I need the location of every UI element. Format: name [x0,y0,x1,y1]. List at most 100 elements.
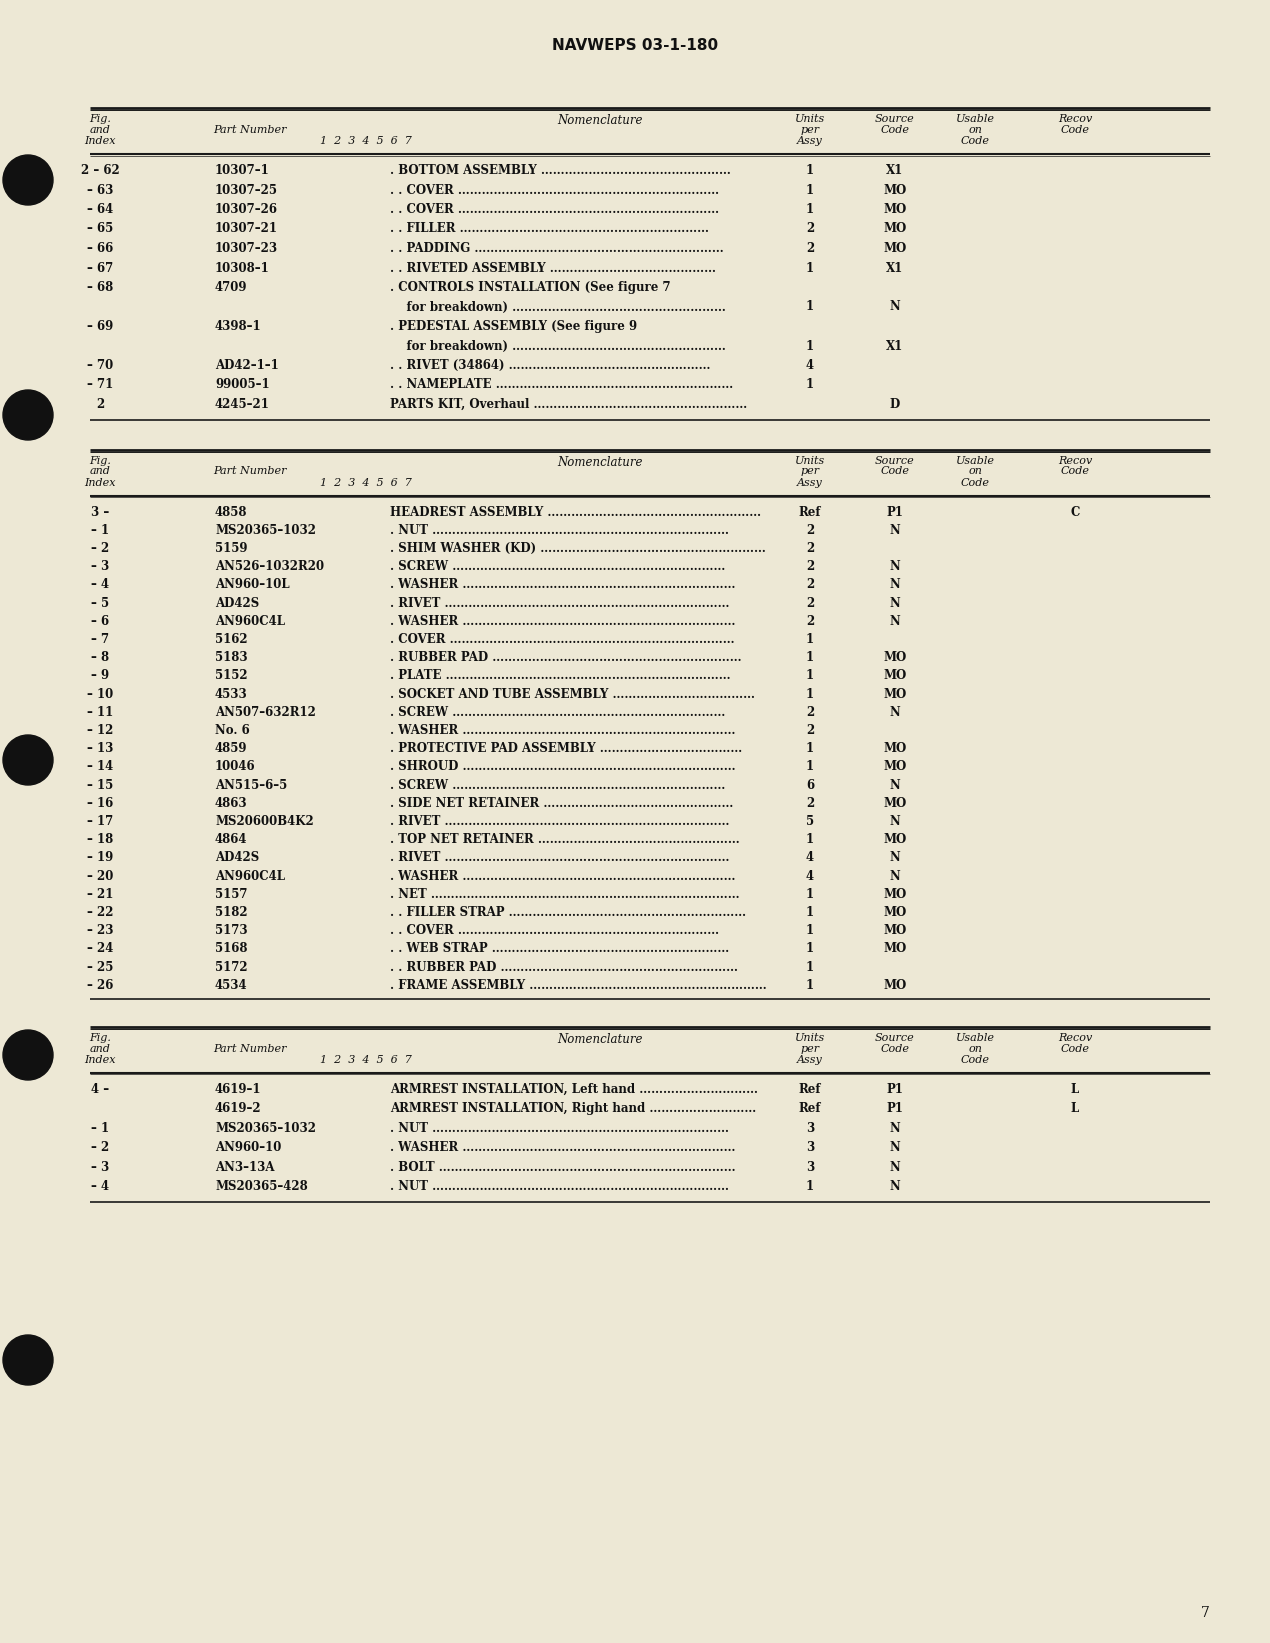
Text: N: N [889,301,900,314]
Text: 7: 7 [1201,1605,1210,1620]
Text: 4864: 4864 [215,833,248,846]
Text: 1: 1 [806,761,814,774]
Text: 5183: 5183 [215,651,248,664]
Text: 1: 1 [806,669,814,682]
Text: MO: MO [884,687,907,700]
Text: 4398–1: 4398–1 [215,320,262,334]
Text: 1: 1 [806,184,814,197]
Text: . NUT …………………………………………………………………: . NUT ………………………………………………………………… [390,1180,729,1193]
Text: N: N [889,1162,900,1173]
Text: . PLATE ………………………………………………………………: . PLATE ……………………………………………………………… [390,669,730,682]
Text: 5: 5 [806,815,814,828]
Text: 5168: 5168 [215,943,248,955]
Text: . BOTTOM ASSEMBLY …………………………………………: . BOTTOM ASSEMBLY ………………………………………… [390,164,730,177]
Text: . . WEB STRAP ……………………………………………………: . . WEB STRAP …………………………………………………… [390,943,729,955]
Text: – 10: – 10 [86,687,113,700]
Text: 1: 1 [806,261,814,274]
Text: 2: 2 [95,398,104,411]
Text: L: L [1071,1083,1080,1096]
Text: AD42S: AD42S [215,596,259,610]
Text: 1: 1 [806,301,814,314]
Text: 2: 2 [806,706,814,718]
Text: 5182: 5182 [215,905,248,918]
Text: 1: 1 [806,378,814,391]
Text: 10046: 10046 [215,761,255,774]
Text: . SCREW ……………………………………………………………: . SCREW …………………………………………………………… [390,560,725,573]
Text: Recov: Recov [1058,455,1092,465]
Text: – 66: – 66 [86,242,113,255]
Text: AN960C4L: AN960C4L [215,614,284,628]
Text: – 14: – 14 [86,761,113,774]
Text: – 12: – 12 [86,725,113,738]
Text: N: N [889,779,900,792]
Text: per: per [800,1043,819,1053]
Text: MS20365–428: MS20365–428 [215,1180,307,1193]
Text: 10307–25: 10307–25 [215,184,278,197]
Text: X1: X1 [886,261,904,274]
Text: . SCREW ……………………………………………………………: . SCREW …………………………………………………………… [390,779,725,792]
Text: – 4: – 4 [91,578,109,591]
Text: Fig.: Fig. [89,455,110,465]
Text: 1: 1 [806,887,814,900]
Text: Assy: Assy [798,478,823,488]
Text: 1: 1 [806,961,814,974]
Text: AN526–1032R20: AN526–1032R20 [215,560,324,573]
Text: 2: 2 [806,222,814,235]
Text: X1: X1 [886,340,904,353]
Text: Recov: Recov [1058,1033,1092,1043]
Text: D: D [890,398,900,411]
Text: – 67: – 67 [86,261,113,274]
Text: 1  2  3  4  5  6  7: 1 2 3 4 5 6 7 [320,136,411,146]
Text: . . FILLER ………………………………………………………: . . FILLER ……………………………………………………… [390,222,709,235]
Text: Units: Units [795,113,826,123]
Text: . WASHER ……………………………………………………………: . WASHER …………………………………………………………… [390,614,735,628]
Text: MS20365–1032: MS20365–1032 [215,1122,316,1135]
Text: – 71: – 71 [86,378,113,391]
Text: . RIVET ………………………………………………………………: . RIVET ……………………………………………………………… [390,815,729,828]
Text: . WASHER ……………………………………………………………: . WASHER …………………………………………………………… [390,725,735,738]
Text: – 24: – 24 [86,943,113,955]
Text: N: N [889,1122,900,1135]
Text: AD42–1–1: AD42–1–1 [215,360,278,371]
Text: Usable: Usable [955,455,994,465]
Text: – 68: – 68 [86,281,113,294]
Text: N: N [889,869,900,882]
Text: MS20365–1032: MS20365–1032 [215,524,316,537]
Text: 2: 2 [806,578,814,591]
Text: AD42S: AD42S [215,851,259,864]
Text: PARTS KIT, Overhaul ………………………………………………: PARTS KIT, Overhaul ……………………………………………… [390,398,747,411]
Text: N: N [889,815,900,828]
Text: Code: Code [1060,1043,1090,1053]
Text: Index: Index [84,478,116,488]
Text: – 21: – 21 [86,887,113,900]
Text: Fig.: Fig. [89,113,110,123]
Text: for breakdown) ………………………………………………: for breakdown) ……………………………………………… [390,340,726,353]
Text: Source: Source [875,113,914,123]
Text: on: on [968,125,982,135]
Text: Fig.: Fig. [89,1033,110,1043]
Text: 5172: 5172 [215,961,248,974]
Text: . . COVER …………………………………………………………: . . COVER ………………………………………………………… [390,204,719,215]
Text: for breakdown) ………………………………………………: for breakdown) ……………………………………………… [390,301,726,314]
Text: MO: MO [884,184,907,197]
Text: 2: 2 [806,542,814,555]
Text: 10307–1: 10307–1 [215,164,269,177]
Text: MO: MO [884,669,907,682]
Text: – 7: – 7 [91,633,109,646]
Text: . RIVET ………………………………………………………………: . RIVET ……………………………………………………………… [390,596,729,610]
Text: – 19: – 19 [86,851,113,864]
Text: 4534: 4534 [215,979,248,992]
Text: – 3: – 3 [91,1162,109,1173]
Text: Index: Index [84,136,116,146]
Text: MS20600B4K2: MS20600B4K2 [215,815,314,828]
Circle shape [3,389,53,440]
Text: MO: MO [884,651,907,664]
Text: AN960–10: AN960–10 [215,1142,282,1155]
Text: 1: 1 [806,204,814,215]
Text: L: L [1071,1102,1080,1116]
Text: – 22: – 22 [86,905,113,918]
Text: Code: Code [960,1055,989,1065]
Text: 1: 1 [806,923,814,937]
Text: N: N [889,1142,900,1155]
Text: 4859: 4859 [215,743,248,756]
